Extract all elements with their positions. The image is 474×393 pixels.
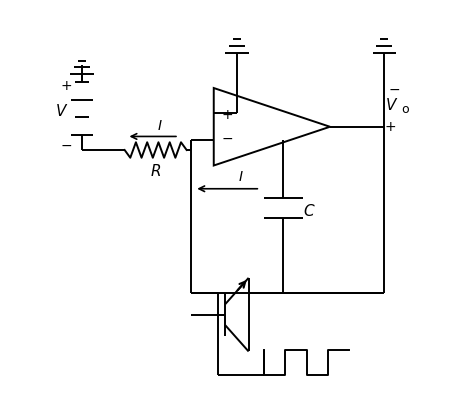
Text: +: + (384, 120, 396, 134)
Text: +: + (221, 108, 233, 122)
Text: V: V (386, 98, 397, 113)
Text: −: − (61, 139, 73, 153)
Text: −: − (388, 83, 400, 97)
Text: V: V (55, 104, 66, 119)
Text: I: I (157, 119, 162, 132)
Text: I: I (239, 170, 243, 184)
Text: R: R (150, 164, 161, 179)
Text: −: − (221, 131, 233, 145)
Text: +: + (61, 79, 73, 93)
Text: C: C (303, 204, 314, 220)
Text: o: o (401, 103, 409, 116)
